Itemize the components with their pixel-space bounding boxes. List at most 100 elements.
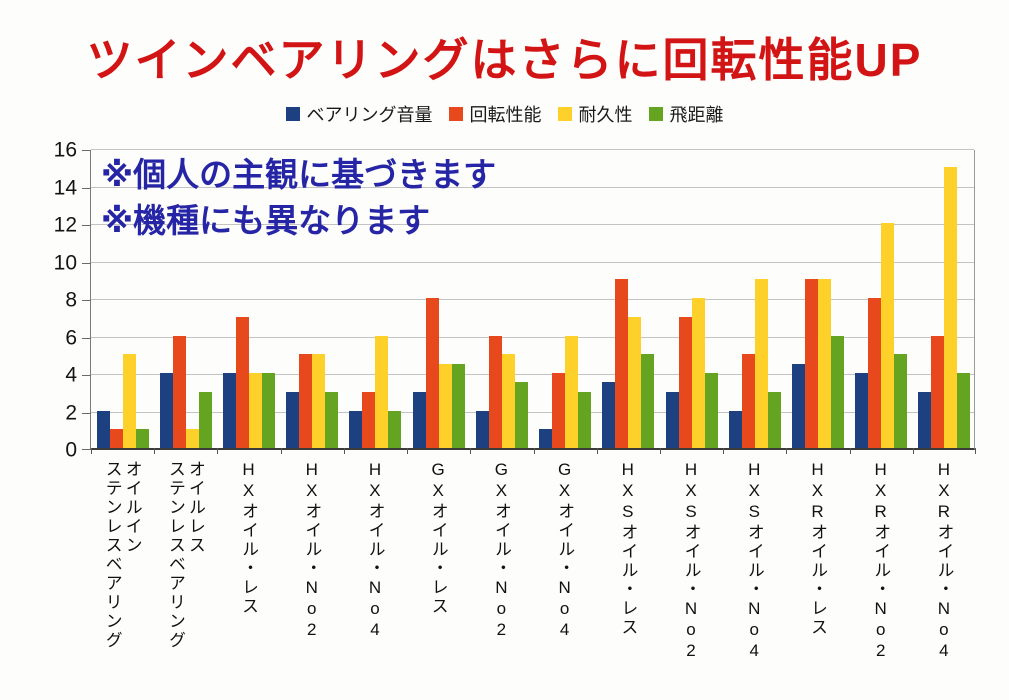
y-axis-tick	[82, 225, 91, 226]
bar	[855, 373, 869, 448]
x-axis-tick	[343, 448, 345, 454]
x-axis-tick	[91, 448, 92, 454]
gridline	[91, 374, 974, 375]
x-axis-category-label: GXオイル・No2	[491, 460, 511, 641]
bar	[754, 279, 768, 448]
x-axis-tick	[217, 448, 219, 454]
y-axis-tick	[82, 150, 91, 151]
bar	[741, 354, 755, 448]
y-axis-tick-label: 12	[53, 213, 77, 237]
bar	[944, 166, 958, 448]
bar	[704, 373, 718, 448]
gridline	[91, 299, 974, 300]
bar	[539, 429, 553, 448]
gridline	[91, 149, 974, 150]
bar-group	[660, 150, 723, 448]
bar	[641, 354, 655, 448]
bar	[691, 298, 705, 448]
bar-group	[470, 150, 533, 448]
y-axis-tick	[82, 412, 91, 414]
x-axis-category-label: オイルイン ステンレスベアリング	[102, 460, 142, 650]
x-axis-category-label: HXRオイル・レス	[807, 460, 827, 637]
plot-area: ※個人の主観に基づきます ※機種にも異なります 0 2 4 6 8 10 12 14 16	[54, 140, 976, 461]
legend-label: 飛距離	[669, 105, 724, 125]
x-axis-category-label: オイルレス ステンレスベアリング	[165, 460, 205, 650]
x-axis-category-label: HXオイル・レス	[239, 460, 259, 616]
bar-group	[407, 150, 470, 448]
gridline	[91, 336, 974, 338]
bar-group	[913, 150, 976, 448]
bar-group	[723, 150, 786, 448]
y-axis-tick	[82, 187, 91, 189]
x-axis-category-label: GXオイル・No4	[555, 460, 575, 641]
bar	[830, 335, 844, 448]
bar	[172, 335, 186, 448]
legend-label: 回転性能	[469, 105, 542, 125]
bar	[514, 382, 528, 448]
bar	[135, 429, 149, 448]
bar	[678, 316, 692, 448]
bar	[286, 391, 300, 448]
bar	[931, 335, 945, 448]
bar	[185, 429, 199, 448]
bar	[349, 410, 363, 448]
bar	[362, 391, 376, 448]
bar	[375, 335, 389, 448]
x-axis-tick	[533, 448, 535, 454]
x-axis-category-label: HXオイル・No2	[302, 460, 322, 641]
bar	[552, 373, 566, 448]
bar	[412, 391, 426, 448]
bar	[159, 373, 173, 448]
bar	[438, 363, 452, 448]
legend: ベアリング音量 回転性能 耐久性 飛距離	[0, 101, 1009, 127]
legend-color-swatch-icon	[285, 107, 300, 121]
bar	[388, 410, 402, 448]
y-axis-tick-label: 8	[65, 288, 77, 312]
y-axis-tick	[82, 300, 91, 301]
x-axis-category-label: HXRオイル・No4	[934, 460, 954, 662]
bar	[475, 410, 489, 448]
bar-group	[91, 150, 154, 448]
y-axis-tick-label: 14	[53, 176, 77, 199]
x-axis-tick	[975, 448, 976, 454]
bar	[578, 391, 592, 448]
bar	[767, 391, 781, 448]
y-axis-tick	[82, 375, 91, 376]
bar	[565, 335, 579, 448]
x-axis-tick	[596, 448, 598, 454]
legend-color-swatch-icon	[448, 107, 463, 121]
legend-item: ベアリング音量	[285, 101, 433, 127]
x-axis-tick	[154, 448, 156, 454]
bar	[249, 373, 263, 448]
annotation-line-1: ※個人の主観に基づきます	[101, 156, 497, 193]
legend-item: 回転性能	[448, 101, 542, 127]
x-axis-category-label: HXRオイル・No2	[871, 460, 891, 662]
x-axis-category-label: HXSオイル・No2	[681, 460, 701, 662]
bar	[96, 410, 110, 448]
bar	[451, 363, 465, 448]
bar	[122, 354, 136, 448]
bar	[804, 279, 818, 448]
legend-color-swatch-icon	[557, 107, 572, 121]
bar	[628, 316, 642, 448]
x-axis-tick	[849, 448, 851, 454]
bar	[615, 279, 629, 448]
y-axis-tick-label: 4	[65, 363, 77, 387]
bar	[325, 391, 339, 448]
x-axis-category-label: HXSオイル・No4	[744, 460, 764, 662]
y-axis-tick	[82, 262, 91, 264]
bar	[918, 391, 932, 448]
bar	[817, 279, 831, 448]
x-axis-labels: オイルイン ステンレスベアリング オイルレス ステンレスベアリング HXオイル・レス…	[90, 460, 975, 698]
y-axis-tick-label: 16	[53, 138, 77, 162]
bar-group	[534, 150, 597, 448]
x-axis-category-label: HXSオイル・レス	[618, 460, 638, 637]
bar	[665, 391, 679, 448]
bar	[868, 298, 882, 448]
x-axis-category-label: GXオイル・レス	[428, 460, 448, 616]
annotation-note: ※個人の主観に基づきます ※機種にも異なります	[101, 152, 496, 244]
x-axis-tick	[912, 448, 914, 454]
bar	[791, 363, 805, 448]
x-axis-category-label: HXオイル・No4	[365, 460, 385, 641]
gridline	[91, 186, 974, 188]
